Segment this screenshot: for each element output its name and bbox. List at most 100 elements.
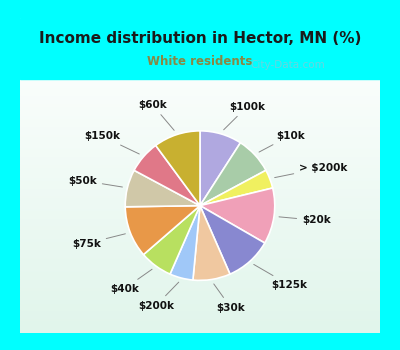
- Bar: [20, 27, 380, 29]
- Text: $40k: $40k: [110, 269, 152, 294]
- Bar: [20, 266, 380, 268]
- Text: $125k: $125k: [254, 264, 307, 290]
- Bar: [20, 125, 380, 126]
- Bar: [20, 216, 380, 217]
- Bar: [20, 101, 380, 103]
- Bar: [20, 301, 380, 302]
- Bar: [20, 178, 380, 180]
- Bar: [20, 258, 380, 260]
- Bar: [20, 54, 380, 55]
- Bar: [20, 205, 380, 206]
- Bar: [20, 40, 380, 41]
- Bar: [20, 70, 380, 71]
- Bar: [20, 203, 380, 205]
- Bar: [20, 222, 380, 224]
- Bar: [20, 326, 380, 328]
- Bar: [20, 58, 380, 60]
- Bar: [20, 244, 380, 246]
- Bar: [20, 50, 380, 52]
- Bar: [20, 247, 380, 249]
- Bar: [20, 276, 380, 277]
- Bar: [20, 48, 380, 49]
- Bar: [20, 318, 380, 320]
- Bar: [20, 224, 380, 225]
- Bar: [20, 218, 380, 219]
- Bar: [20, 135, 380, 137]
- Bar: [20, 79, 380, 81]
- Bar: [20, 211, 380, 213]
- Bar: [20, 257, 380, 258]
- Bar: [20, 191, 380, 192]
- Bar: [20, 68, 380, 70]
- Bar: [20, 184, 380, 186]
- Bar: [20, 181, 380, 183]
- Bar: [20, 252, 380, 254]
- Bar: [20, 96, 380, 98]
- Bar: [20, 166, 380, 167]
- Bar: [20, 199, 380, 200]
- Bar: [20, 310, 380, 312]
- Bar: [20, 131, 380, 132]
- Bar: [20, 99, 380, 101]
- Bar: [20, 170, 380, 172]
- Bar: [20, 52, 380, 54]
- Bar: [20, 35, 380, 36]
- Bar: [20, 288, 380, 290]
- Bar: [20, 304, 380, 306]
- Bar: [20, 140, 380, 142]
- Bar: [20, 159, 380, 161]
- Bar: [20, 213, 380, 214]
- Bar: [20, 71, 380, 73]
- Bar: [20, 156, 380, 158]
- Bar: [20, 98, 380, 99]
- Bar: [20, 282, 380, 284]
- Bar: [20, 29, 380, 30]
- Bar: [20, 302, 380, 304]
- Bar: [20, 309, 380, 310]
- Bar: [20, 256, 380, 257]
- Bar: [20, 49, 380, 50]
- Wedge shape: [200, 131, 240, 205]
- Bar: [20, 82, 380, 84]
- Bar: [20, 36, 380, 38]
- Bar: [20, 315, 380, 317]
- Bar: [20, 62, 380, 63]
- Bar: [20, 113, 380, 115]
- Bar: [20, 118, 380, 120]
- Wedge shape: [125, 170, 200, 207]
- Bar: [20, 298, 380, 300]
- Bar: [20, 134, 380, 135]
- Bar: [20, 270, 380, 271]
- Bar: [20, 117, 380, 118]
- Bar: [20, 128, 380, 129]
- Bar: [20, 80, 380, 82]
- Text: > $200k: > $200k: [275, 163, 348, 177]
- Wedge shape: [125, 205, 200, 254]
- Bar: [20, 46, 380, 48]
- Bar: [20, 243, 380, 244]
- Bar: [20, 194, 380, 195]
- Bar: [20, 147, 380, 148]
- Bar: [20, 214, 380, 216]
- Bar: [20, 188, 380, 189]
- Bar: [20, 137, 380, 139]
- Text: $30k: $30k: [214, 284, 245, 313]
- Bar: [20, 274, 380, 276]
- Bar: [20, 87, 380, 88]
- Text: $60k: $60k: [138, 100, 174, 130]
- Bar: [20, 144, 380, 145]
- Bar: [20, 265, 380, 266]
- Bar: [20, 21, 380, 22]
- Bar: [20, 227, 380, 229]
- Wedge shape: [170, 205, 200, 280]
- Bar: [20, 93, 380, 95]
- Bar: [20, 186, 380, 188]
- Bar: [20, 153, 380, 155]
- Bar: [20, 88, 380, 90]
- Bar: [20, 273, 380, 274]
- Wedge shape: [200, 170, 273, 205]
- Bar: [20, 177, 380, 178]
- Bar: [20, 152, 380, 153]
- Bar: [20, 120, 380, 121]
- Bar: [20, 104, 380, 106]
